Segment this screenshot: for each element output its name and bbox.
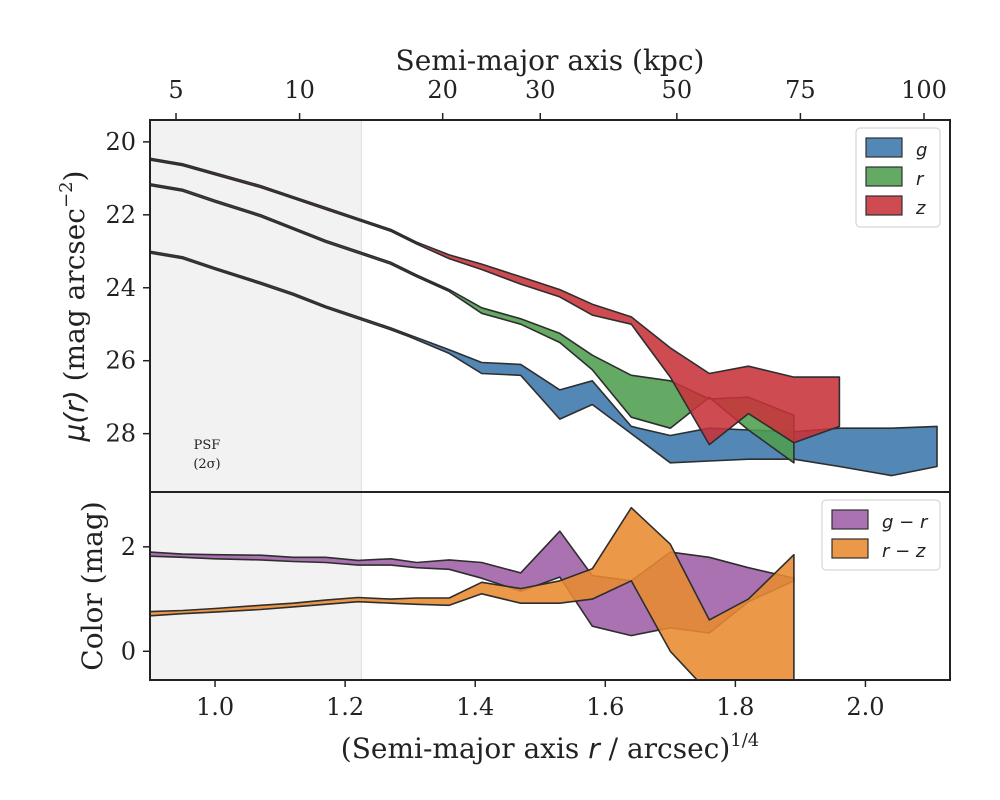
legend-label: r − z (882, 541, 926, 562)
psf-label: PSF (194, 438, 221, 453)
x-tick-label: 1.2 (326, 693, 364, 721)
mu-band-1 (150, 183, 795, 464)
bottom-panel-frame (149, 491, 951, 681)
x-tick-label: 1.0 (196, 693, 234, 721)
top-tick-label: 100 (901, 76, 947, 104)
top-tick-label: 30 (525, 76, 556, 104)
mu-band-0 (150, 250, 938, 477)
y-tick-label-top: 28 (105, 420, 136, 448)
y-tick-label-top: 26 (105, 347, 136, 375)
y-tick-label-top: 22 (105, 201, 136, 229)
axis-ticks: 1.0 1.2 1.4 1.6 1.8 2.05 10 20 30 50 75 10020222426… (105, 76, 946, 721)
top-tick-label: 50 (662, 76, 693, 104)
bottom-panel-ylabel: Color (mag) (76, 501, 109, 670)
top-axis-title: Semi-major axis (kpc) (396, 44, 705, 77)
y-tick-label-top: 24 (105, 274, 136, 302)
legend-swatch (865, 166, 903, 187)
color-band-1 (150, 506, 795, 680)
legend-label: r (916, 169, 925, 190)
legend-label: g (916, 140, 927, 161)
legend-label: z (915, 198, 926, 219)
legend-swatch (865, 195, 903, 216)
legend-swatch (865, 137, 903, 158)
top-tick-label: 5 (168, 76, 183, 104)
top-panel-ylabel: μ(r) (mag arcsec−2) (56, 171, 91, 443)
psf-sigma-label: (2σ) (193, 457, 220, 472)
top-tick-label: 10 (284, 76, 315, 104)
x-tick-label: 1.6 (586, 693, 624, 721)
top-tick-label: 75 (785, 76, 816, 104)
psf-region-bottom (150, 492, 362, 680)
psf-region-top (150, 120, 362, 492)
mu-band-2 (150, 157, 841, 446)
legend-bottom: g − r r − z (821, 499, 941, 571)
x-tick-label: 2.0 (846, 693, 884, 721)
legend-swatch (831, 538, 869, 559)
y-tick-label-top: 20 (105, 128, 136, 156)
y-tick-label-bottom: 0 (121, 637, 136, 665)
x-tick-label: 1.4 (456, 693, 494, 721)
y-tick-label-bottom: 2 (121, 533, 136, 561)
legend-label: g − r (882, 512, 929, 533)
legend-swatch (831, 509, 869, 530)
x-tick-label: 1.8 (716, 693, 754, 721)
color-bands (150, 506, 795, 680)
surface-brightness-bands (150, 157, 938, 477)
top-tick-label: 20 (427, 76, 458, 104)
legend-top: grz (855, 127, 941, 228)
bottom-axis-title: (Semi-major axis r / arcsec)1/4 (341, 730, 759, 765)
